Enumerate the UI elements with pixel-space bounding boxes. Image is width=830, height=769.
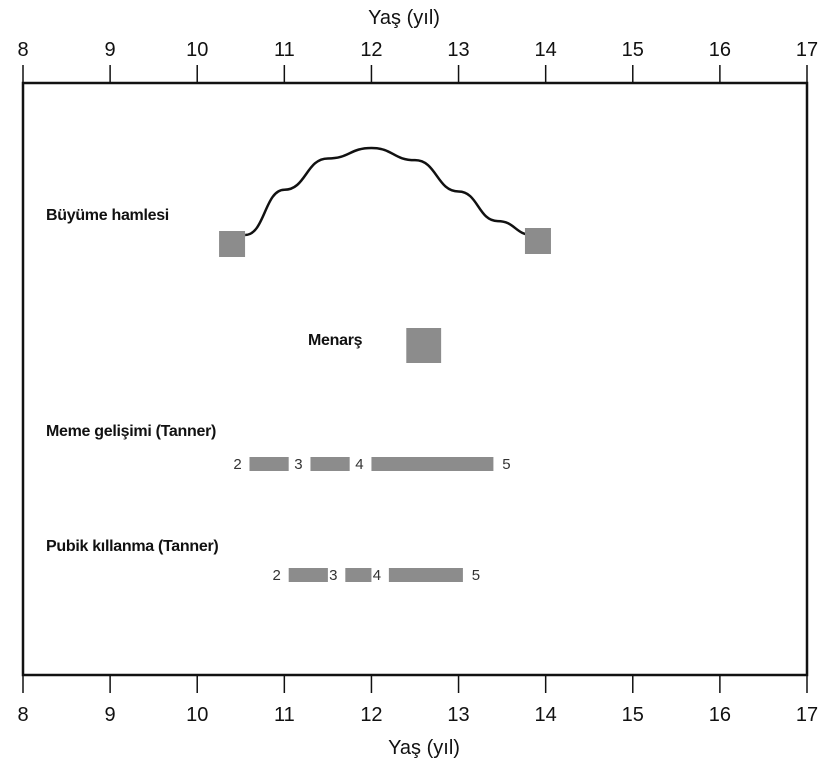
- bottom-tick-label-13: 13: [447, 704, 469, 726]
- plot-frame: [21, 81, 809, 677]
- pubic-stage-2-bar: [288, 568, 328, 582]
- row-label-pubic-hair: Pubik kıllanma (Tanner): [46, 538, 218, 555]
- bottom-tick-label-15: 15: [622, 704, 644, 726]
- breast-stage-2-bar: [249, 457, 289, 471]
- top-tick-label-10: 10: [186, 39, 208, 61]
- growth-spurt-start-marker: [219, 231, 246, 257]
- bottom-tick-label-16: 16: [709, 704, 731, 726]
- breast-stage-3-label: 3: [294, 456, 302, 473]
- pubic-stage-3-bar: [345, 568, 372, 582]
- top-tick-label-16: 16: [709, 39, 731, 61]
- bottom-tick-label-17: 17: [796, 704, 818, 726]
- bottom-tick-label-11: 11: [274, 704, 295, 726]
- top-tick-label-9: 9: [105, 39, 116, 61]
- pubic-stage-4-bar: [388, 568, 463, 582]
- pubic-stage-5-label: 5: [472, 567, 480, 584]
- pubic-hair-stages: 2 3 4 5: [273, 567, 481, 584]
- x-axis-title-bottom: Yaş (yıl): [388, 737, 460, 759]
- row-label-growth-spurt: Büyüme hamlesi: [46, 207, 169, 224]
- breast-stage-3-bar: [310, 457, 350, 471]
- growth-spurt-end-marker: [524, 228, 551, 254]
- bottom-tick-label-12: 12: [360, 704, 382, 726]
- row-label-breast-development: Meme gelişimi (Tanner): [46, 423, 216, 440]
- top-tick-label-11: 11: [274, 39, 295, 61]
- pubic-stage-2-label: 2: [273, 567, 281, 584]
- x-axis-ticks-top: 8 9 10 11 12 13 14 15 16 17: [17, 39, 818, 83]
- pubic-stage-3-label: 3: [329, 567, 337, 584]
- bottom-tick-label-14: 14: [535, 704, 557, 726]
- bottom-tick-label-8: 8: [17, 704, 28, 726]
- breast-stage-5-label: 5: [502, 456, 510, 473]
- breast-stage-4-bar: [371, 457, 494, 471]
- top-tick-label-13: 13: [447, 39, 469, 61]
- bottom-tick-label-9: 9: [105, 704, 116, 726]
- top-tick-label-14: 14: [535, 39, 557, 61]
- growth-spurt-curve: [244, 146, 533, 237]
- breast-stage-4-label: 4: [355, 456, 363, 473]
- row-label-menarche: Menarş: [308, 332, 363, 349]
- top-tick-label-17: 17: [796, 39, 818, 61]
- pubic-stage-4-label: 4: [373, 567, 381, 584]
- x-axis-ticks-bottom: 8 9 10 11 12 13 14 15 16 17: [17, 675, 818, 726]
- breast-development-stages: 2 3 4 5: [233, 456, 510, 473]
- menarche-bar: [406, 328, 442, 363]
- top-tick-label-8: 8: [17, 39, 28, 61]
- bottom-tick-label-10: 10: [186, 704, 208, 726]
- top-tick-label-15: 15: [622, 39, 644, 61]
- top-tick-label-12: 12: [360, 39, 382, 61]
- x-axis-title-top: Yaş (yıl): [368, 7, 440, 29]
- breast-stage-2-label: 2: [233, 456, 241, 473]
